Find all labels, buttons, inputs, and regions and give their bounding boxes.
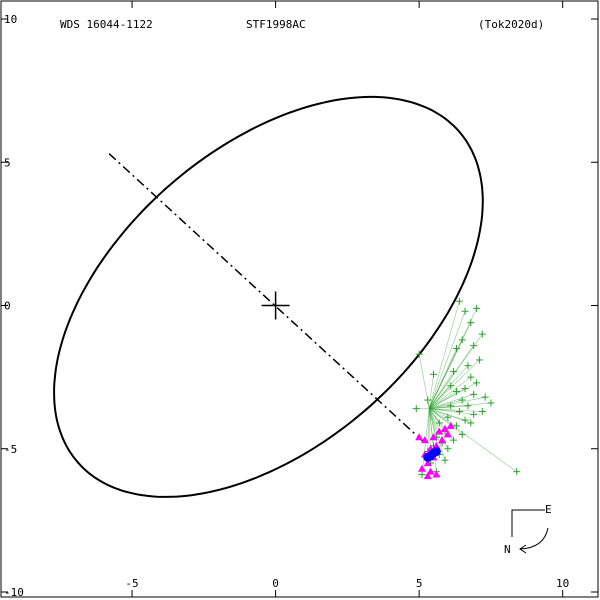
data-point [443, 430, 452, 438]
y-tick-label: 0 [4, 300, 11, 313]
data-point [429, 433, 438, 441]
data-point [431, 447, 441, 457]
y-tick-label: -5 [4, 443, 17, 456]
x-tick-label: -5 [125, 577, 138, 590]
compass-east-label: E [545, 503, 552, 516]
data-point [429, 373, 475, 409]
discoverer-code: STF1998AC [246, 18, 306, 31]
data-point [423, 452, 433, 462]
data-point [429, 408, 478, 418]
data-point [429, 408, 475, 427]
data-point [429, 408, 486, 416]
y-tick-label: 5 [4, 156, 11, 169]
y-tick-label: -10 [4, 586, 24, 599]
x-tick-label: 0 [272, 577, 279, 590]
data-point [429, 408, 521, 476]
orbit-ellipse [53, 95, 484, 498]
x-tick-label: 10 [556, 577, 569, 590]
wds-id: WDS 16044-1122 [60, 18, 153, 31]
data-point [428, 307, 469, 409]
data-point [440, 424, 449, 432]
data-point [429, 393, 489, 409]
data-point [418, 408, 430, 479]
data-point [432, 470, 441, 478]
data-point [429, 387, 460, 409]
primary-star-marker [261, 291, 290, 320]
axis-tick-labels: -5 0 5 10 10 5 0 -5 -10 [4, 13, 569, 599]
data-point [428, 382, 455, 409]
compass: E N [504, 503, 552, 556]
data-point [446, 421, 455, 429]
line-of-nodes [108, 153, 426, 444]
data-point [432, 441, 441, 449]
observation-points [412, 297, 521, 479]
data-point [428, 297, 463, 409]
data-point [423, 471, 432, 479]
data-point [412, 405, 430, 413]
data-point [428, 344, 460, 409]
data-point [426, 467, 435, 475]
data-point [428, 342, 478, 409]
data-point [418, 464, 427, 472]
y-tick-label: 10 [4, 13, 17, 26]
compass-rotation-arrow [519, 527, 549, 550]
series-2 [423, 447, 441, 462]
compass-east-arm [511, 509, 545, 537]
data-point [428, 370, 437, 409]
data-point [429, 399, 495, 409]
data-point [420, 436, 429, 444]
data-point [429, 390, 478, 409]
data-point [424, 396, 432, 409]
data-point [428, 356, 483, 409]
x-tick-label: 5 [416, 577, 423, 590]
data-point [435, 427, 444, 435]
data-point [429, 396, 466, 409]
data-point [428, 336, 466, 409]
compass-arrowhead [519, 544, 527, 554]
data-point [415, 433, 424, 441]
reference-code: (Tok2020d) [478, 18, 544, 31]
data-point [438, 436, 447, 444]
data-point [428, 367, 458, 409]
compass-north-label: N [504, 543, 511, 556]
data-point [423, 459, 432, 467]
